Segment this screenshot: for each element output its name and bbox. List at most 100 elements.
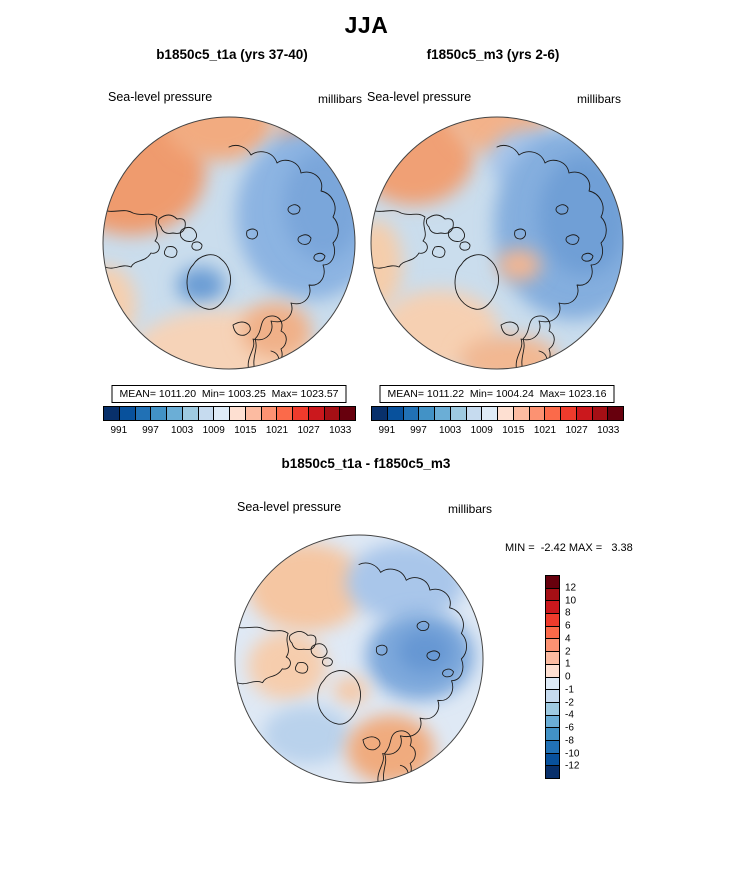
panel-title-right: f1850c5_m3 (yrs 2-6) <box>426 47 560 62</box>
colorbar-segment <box>575 407 592 420</box>
colorbar-tick-label: -10 <box>565 748 580 759</box>
pressure-map-left <box>102 116 356 370</box>
colorbar-segment <box>307 407 324 420</box>
colorbar-tick-label: 991 <box>110 425 128 436</box>
colorbar-segment <box>546 701 559 715</box>
field-label-diff: Sea-level pressure <box>237 500 342 514</box>
colorbar-ticks: 991 997 1003 1009 1015 1021 1027 1033 <box>103 425 356 439</box>
colorbar-segment <box>213 407 229 420</box>
panel-title-left: b1850c5_t1a (yrs 37-40) <box>156 47 308 62</box>
colorbar-tick-label: 991 <box>378 425 396 436</box>
colorbar-segment <box>591 407 608 420</box>
colorbar-segment <box>292 407 308 420</box>
colorbar-segment <box>260 407 277 420</box>
colorbar-segment <box>546 613 559 626</box>
field-label-left: Sea-level pressure <box>108 90 213 104</box>
colorbar-segment <box>546 576 559 588</box>
colorbar-strip <box>545 575 560 779</box>
colorbar-segment <box>181 407 198 420</box>
units-label-left: millibars <box>318 92 363 106</box>
colorbar-segment <box>465 407 482 420</box>
colorbar-strip <box>371 406 624 421</box>
colorbar-segment <box>418 407 434 420</box>
colorbar-tick-label: 0 <box>565 671 571 683</box>
colorbar-tick-label: -1 <box>565 684 574 696</box>
colorbar-segment <box>546 676 559 690</box>
colorbar-tick-label: 12 <box>565 582 577 594</box>
colorbar-tick-label: 1033 <box>597 425 620 436</box>
colorbar-segment <box>546 587 559 601</box>
colorbar-segment <box>402 407 419 420</box>
colorbar-tick-label: 1009 <box>470 425 493 436</box>
colorbar-segment <box>481 407 497 420</box>
colorbar-segment <box>434 407 450 420</box>
colorbar-strip <box>103 406 356 421</box>
colorbar-tick-label: 2 <box>565 646 571 657</box>
colorbar-segment <box>276 407 292 420</box>
colorbar-segment <box>546 600 559 614</box>
colorbar-left: 991 997 1003 1009 1015 1021 1027 1033 <box>103 406 356 436</box>
colorbar-segment <box>497 407 513 420</box>
colorbar-tick-label: 1021 <box>265 425 289 436</box>
colorbar-tick-label: 1009 <box>202 425 225 436</box>
colorbar-segment <box>546 651 559 664</box>
colorbar-segment <box>546 625 559 639</box>
colorbar-tick-label: 8 <box>565 607 571 619</box>
colorbar-tick-label: 1 <box>565 658 571 670</box>
colorbar-tick-label: -12 <box>565 760 580 772</box>
colorbar-segment <box>244 407 261 420</box>
colorbar-tick-label: 1021 <box>533 425 557 436</box>
figure-title: JJA <box>344 12 389 38</box>
colorbar-tick-label: 1003 <box>438 425 462 436</box>
colorbar-segment <box>560 407 576 420</box>
colorbar-segment <box>104 407 119 420</box>
colorbar-segment <box>229 407 245 420</box>
colorbar-segment <box>386 407 403 420</box>
units-label-right: millibars <box>577 92 622 106</box>
colorbar-segment <box>150 407 166 420</box>
colorbar-segment <box>528 407 545 420</box>
colorbar-tick-label: 1003 <box>170 425 194 436</box>
colorbar-segment <box>544 407 560 420</box>
units-label-diff: millibars <box>448 502 493 516</box>
colorbar-segment <box>546 689 559 702</box>
colorbar-segment <box>512 407 529 420</box>
colorbar-segment <box>546 765 559 778</box>
pressure-map-right <box>370 116 624 370</box>
colorbar-tick-label: 6 <box>565 620 571 632</box>
colorbar-tick-label: -2 <box>565 697 574 708</box>
colorbar-tick-label: 4 <box>565 633 571 645</box>
colorbar-segment <box>339 407 355 420</box>
colorbar-segment <box>546 727 559 740</box>
colorbar-diff: 12 10 8 6 4 2 1 0 -1 -2 -4 -6 -8 -10 -12 <box>545 575 579 779</box>
colorbar-segment <box>372 407 387 420</box>
colorbar-tick-label: 1033 <box>329 425 352 436</box>
panel-title-diff: b1850c5_t1a - f1850c5_m3 <box>281 456 451 471</box>
stats-left: MEAN= 1011.20 Min= 1003.25 Max= 1023.57 <box>111 385 347 403</box>
colorbar-segment <box>546 739 559 753</box>
colorbar-tick-label: -6 <box>565 722 574 734</box>
stats-right: MEAN= 1011.22 Min= 1004.24 Max= 1023.16 <box>379 385 615 403</box>
colorbar-tick-label: 1015 <box>502 425 525 436</box>
colorbar-tick-label: 10 <box>565 595 577 606</box>
colorbar-segment <box>546 638 559 652</box>
pressure-map-diff <box>234 534 484 784</box>
stats-diff: MIN = -2.42 MAX = 3.38 <box>505 542 633 554</box>
colorbar-segment <box>546 752 559 766</box>
colorbar-tick-label: -4 <box>565 709 574 721</box>
colorbar-segment <box>546 663 559 677</box>
colorbar-right: 991 997 1003 1009 1015 1021 1027 1033 <box>371 406 624 436</box>
colorbar-segment <box>134 407 151 420</box>
colorbar-tick-label: -8 <box>565 735 574 747</box>
colorbar-segment <box>118 407 135 420</box>
colorbar-segment <box>449 407 466 420</box>
colorbar-ticks: 991 997 1003 1009 1015 1021 1027 1033 <box>371 425 624 439</box>
colorbar-segment <box>197 407 214 420</box>
colorbar-tick-label: 1027 <box>297 425 320 436</box>
colorbar-ticks: 12 10 8 6 4 2 1 0 -1 -2 -4 -6 -8 -10 -12 <box>565 575 599 779</box>
colorbar-tick-label: 997 <box>142 425 159 436</box>
colorbar-tick-label: 1027 <box>565 425 588 436</box>
colorbar-tick-label: 997 <box>410 425 427 436</box>
colorbar-segment <box>607 407 623 420</box>
